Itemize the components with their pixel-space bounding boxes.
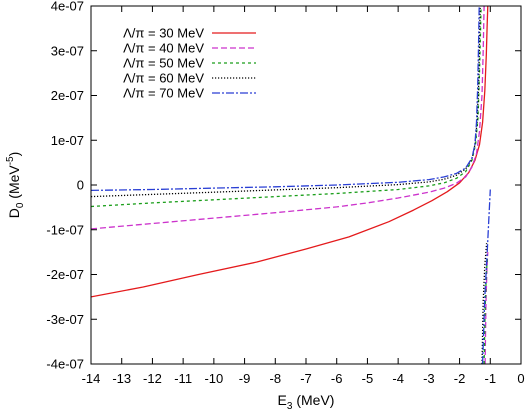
y-tick-label: 1e-07 [51, 133, 84, 148]
series-line-2-segment-1 [91, 6, 485, 230]
x-tick-label: -2 [454, 371, 466, 386]
y-axis-title: D0 (MeV-5) [5, 152, 26, 219]
x-tick-label: -9 [239, 371, 251, 386]
x-tick-label: -13 [112, 371, 131, 386]
x-tick-label: -5 [362, 371, 374, 386]
x-tick-label: -6 [331, 371, 343, 386]
x-tick-label: -14 [82, 371, 101, 386]
axis-ticks: -14 -13 -12 -11 -10 -9 -8 -7 -6 -5 -4 -3 -2 -1 0-4e-07… [46, 0, 524, 386]
legend-label-5: Λ/π = 70 MeV [123, 86, 204, 101]
y-tick-label: 2e-07 [51, 88, 84, 103]
x-tick-label: -7 [300, 371, 312, 386]
plot-marks [91, 6, 491, 364]
y-tick-label: -2e-07 [46, 267, 84, 282]
legend-label-2: Λ/π = 40 MeV [123, 41, 204, 56]
legend-label-1: Λ/π = 30 MeV [123, 26, 204, 41]
y-tick-label: -4e-07 [46, 357, 84, 372]
x-tick-label: -11 [174, 371, 192, 386]
y-tick-label: -1e-07 [46, 222, 84, 237]
x-tick-label: 0 [517, 371, 524, 386]
x-tick-label: -3 [423, 371, 435, 386]
x-tick-label: -10 [204, 371, 223, 386]
x-tick-label: -4 [392, 371, 404, 386]
x-tick-label: -8 [270, 371, 282, 386]
x-tick-label: -12 [143, 371, 162, 386]
series-line-4-segment-1 [91, 6, 481, 198]
legend-label-3: Λ/π = 50 MeV [123, 56, 204, 71]
x-tick-label: -1 [485, 371, 497, 386]
x-axis-title: E3 (MeV) [278, 392, 335, 412]
y-tick-label: 4e-07 [51, 0, 84, 14]
y-tick-label: 3e-07 [51, 43, 84, 58]
series-line-5-segment-2 [481, 189, 491, 364]
series-line-1-segment-1 [91, 6, 489, 298]
series-line-5-segment-1 [91, 6, 480, 192]
legend-label-4: Λ/π = 60 MeV [123, 71, 204, 86]
y-tick-label: -3e-07 [46, 312, 84, 327]
y-tick-label: 0 [77, 178, 84, 193]
